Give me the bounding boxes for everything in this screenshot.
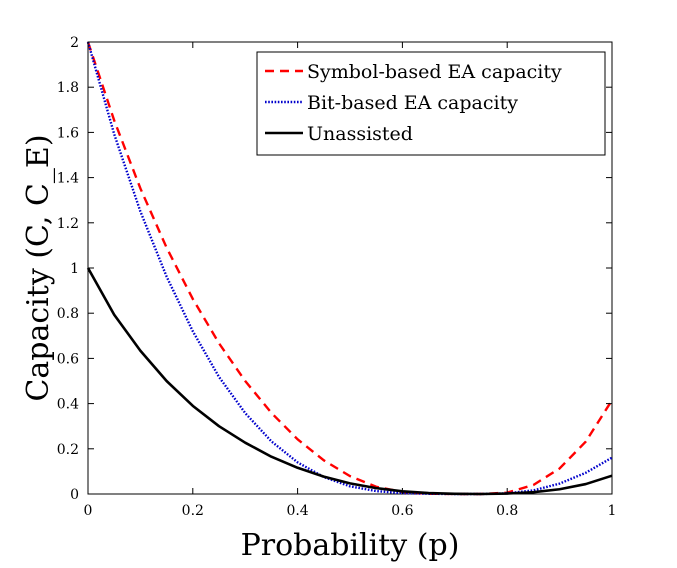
y-tick-label: 1.4 bbox=[57, 171, 79, 187]
y-tick-label: 1 bbox=[70, 261, 79, 277]
y-tick-label: 2 bbox=[70, 35, 79, 51]
y-tick-label: 0.2 bbox=[57, 442, 79, 458]
y-tick-label: 0.6 bbox=[57, 351, 79, 367]
y-tick-label: 0.4 bbox=[57, 397, 79, 413]
series-line-unassisted bbox=[86, 267, 613, 496]
y-tick-label: 0.8 bbox=[57, 306, 79, 322]
x-tick-label: 0.6 bbox=[391, 503, 413, 519]
x-tick-label: 0.8 bbox=[496, 503, 518, 519]
legend-box bbox=[256, 51, 606, 156]
legend: Symbol-based EA capacity Bit-based EA cap… bbox=[256, 51, 606, 156]
y-tick-label: 1.2 bbox=[57, 216, 79, 232]
axis-layer: 0 0.2 0.4 0.6 0.8 1 0 0.2 0.4 0.6 0.8 1 1.2 1.4 1.6 1.8… bbox=[57, 35, 617, 519]
y-tick-label: 1.6 bbox=[57, 125, 79, 141]
x-tick-label: 0.4 bbox=[286, 503, 308, 519]
x-tick-label: 0 bbox=[84, 503, 93, 519]
x-tick-label: 1 bbox=[608, 503, 617, 519]
series-line-symbol-based-ea-capacity bbox=[86, 41, 614, 496]
legend-label-symbol-based-ea-capacity: Symbol-based EA capacity bbox=[307, 61, 562, 83]
y-axis-title: Capacity (C, C_E) bbox=[21, 134, 56, 401]
x-axis-title: Probability (p) bbox=[241, 528, 460, 563]
y-tick-label: 1.8 bbox=[57, 80, 79, 96]
series-layer bbox=[86, 41, 614, 496]
y-tick-label: 0 bbox=[70, 487, 79, 503]
legend-label-bit-based-ea-capacity: Bit-based EA capacity bbox=[307, 92, 518, 114]
legend-label-unassisted: Unassisted bbox=[307, 123, 413, 145]
x-tick-label: 0.2 bbox=[182, 503, 204, 519]
